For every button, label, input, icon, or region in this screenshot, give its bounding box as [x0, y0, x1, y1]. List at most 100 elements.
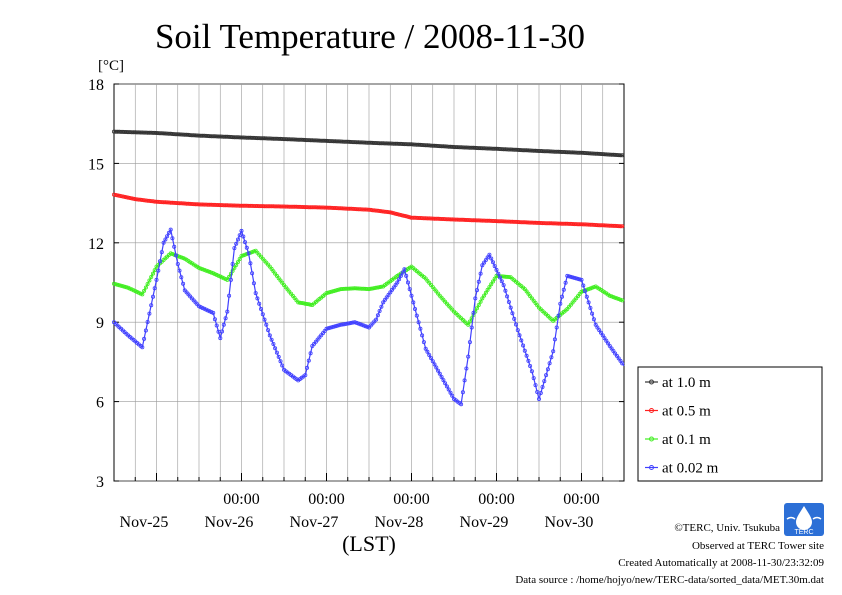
series-at-0-1-m — [112, 248, 625, 327]
data-point — [593, 322, 598, 327]
data-point — [542, 221, 547, 226]
data-point — [359, 207, 364, 212]
data-point — [487, 218, 492, 223]
series-at-1-0-m — [112, 129, 625, 158]
data-point — [620, 153, 625, 158]
y-tick-label: 6 — [96, 395, 104, 412]
data-point — [391, 211, 396, 216]
data-point — [237, 256, 242, 261]
data-point — [510, 311, 515, 316]
data-point — [469, 325, 474, 330]
data-point — [242, 203, 247, 208]
legend-label: at 0.1 m — [662, 432, 711, 448]
data-point — [528, 220, 533, 225]
data-point — [467, 340, 472, 345]
data-point — [235, 259, 240, 264]
data-point — [129, 196, 134, 201]
data-point — [230, 203, 235, 208]
data-point — [304, 138, 309, 143]
legend-marker — [649, 408, 654, 413]
data-point — [304, 365, 309, 370]
data-point — [260, 312, 265, 317]
data-point — [278, 359, 283, 364]
data-point — [420, 333, 425, 338]
data-point — [490, 260, 495, 265]
data-point — [561, 287, 566, 292]
data-point — [423, 346, 428, 351]
data-point — [331, 324, 336, 329]
data-point — [207, 202, 212, 207]
data-point — [120, 194, 125, 199]
data-point — [577, 277, 582, 282]
data-point — [273, 136, 278, 141]
data-point — [127, 130, 132, 135]
data-point — [556, 313, 561, 318]
data-point — [142, 336, 147, 341]
data-point — [308, 302, 313, 307]
data-point — [568, 274, 573, 279]
legend-marker — [649, 465, 654, 470]
data-point — [497, 219, 502, 224]
data-point — [379, 304, 384, 309]
data-point — [614, 353, 619, 358]
data-point — [450, 217, 455, 222]
data-point — [478, 299, 483, 304]
data-point — [168, 227, 173, 232]
data-point — [517, 220, 522, 225]
data-point — [269, 337, 274, 342]
data-point — [347, 286, 352, 291]
data-point — [471, 310, 476, 315]
data-point — [310, 138, 315, 143]
data-point — [221, 322, 226, 327]
data-point — [487, 146, 492, 151]
data-point — [485, 255, 490, 260]
data-point — [250, 203, 255, 208]
data-point — [620, 224, 625, 229]
data-point — [576, 276, 581, 281]
data-point — [570, 275, 575, 280]
data-point — [326, 290, 331, 295]
data-point — [542, 149, 547, 154]
data-point — [432, 143, 437, 148]
x-time-tick-label: 00:00 — [223, 491, 259, 508]
data-point — [204, 268, 209, 273]
data-point — [327, 325, 332, 330]
data-point — [170, 131, 175, 136]
data-point — [492, 264, 497, 269]
data-point — [306, 358, 311, 363]
data-point — [347, 321, 352, 326]
data-point — [179, 275, 184, 280]
data-point — [414, 142, 419, 147]
data-point — [552, 149, 557, 154]
data-point — [234, 262, 239, 267]
data-point — [271, 341, 276, 346]
data-point — [244, 203, 249, 208]
data-point — [147, 311, 152, 316]
data-point — [152, 199, 157, 204]
data-point — [549, 355, 554, 360]
data-point — [595, 151, 600, 156]
data-point — [273, 346, 278, 351]
data-point — [590, 311, 595, 316]
series-at-0-5-m — [112, 192, 625, 229]
data-point — [503, 288, 508, 293]
data-point — [292, 204, 297, 209]
terc-logo: TERC — [784, 503, 824, 536]
data-point — [579, 289, 584, 294]
data-point — [614, 296, 619, 301]
data-point — [232, 265, 237, 270]
data-point — [528, 148, 533, 153]
data-point — [175, 261, 180, 266]
data-point — [324, 291, 329, 296]
data-point — [620, 361, 625, 366]
data-point — [570, 221, 575, 226]
data-point — [129, 130, 134, 135]
series-at-0-02-m — [112, 227, 625, 407]
data-point — [614, 152, 619, 157]
data-point — [280, 363, 285, 368]
data-point — [522, 220, 527, 225]
data-point — [505, 274, 510, 279]
data-point — [152, 286, 157, 291]
data-point — [297, 137, 302, 142]
data-point — [124, 195, 129, 200]
